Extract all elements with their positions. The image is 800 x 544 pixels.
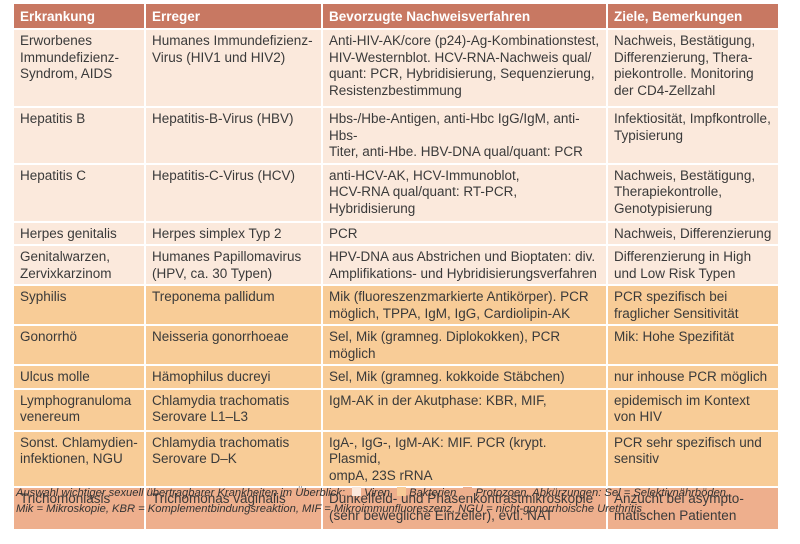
cell-pathogen: Trichomonas vaginalis <box>145 486 323 529</box>
header-notes: Ziele, Bemerkungen <box>607 4 778 29</box>
cell-disease: Hepatitis B <box>14 106 146 164</box>
cell-pathogen: Hepatitis-B-Virus (HBV) <box>145 106 323 164</box>
cell-pathogen: Neisseria gonorrhoeae <box>145 324 323 365</box>
cell-disease: Herpes genitalis <box>14 220 146 245</box>
cell-pathogen: Chlamydia trachomatis Serovare D–K <box>145 429 323 487</box>
table-row: Hepatitis C Hepatitis-C-Virus (HCV) anti… <box>14 162 778 222</box>
table-caption: Auswahl wichtiger sexuell übertragbarer … <box>16 485 786 517</box>
cell-pathogen: Humanes Papillomavirus (HPV, ca. 30 Type… <box>145 244 323 285</box>
header-methods: Bevorzugte Nachweisverfahren <box>322 4 608 29</box>
sti-overview-table: Erkrankung Erreger Bevorzugte Nachweisve… <box>14 4 778 529</box>
cell-methods: anti-HCV-AK, HCV-Immunoblot, HCV-RNA qua… <box>322 162 608 222</box>
cell-methods: Anti-HIV-AK/core (p24)-Ag-Kombinationste… <box>322 28 608 107</box>
caption-intro: Auswahl wichtiger sexuell übertragbarer … <box>16 487 345 499</box>
cell-disease: Gonorrhö <box>14 324 146 365</box>
cell-notes: Nachweis, Bestätigung, Differenzierung, … <box>607 28 778 107</box>
table-row: Trichomoniasis Trichomonas vaginalis Dun… <box>14 486 778 529</box>
legend-label-bacteria: Bakterien <box>409 487 457 499</box>
cell-notes: Mik: Hohe Spezifität <box>607 324 778 365</box>
legend-label-viruses: Viren <box>364 487 390 499</box>
cell-methods: Sel, Mik (gramneg. kokkoide Stäbchen) <box>322 364 608 389</box>
cell-disease: Ulcus molle <box>14 364 146 389</box>
cell-pathogen: Humanes Immundefizienz- Virus (HIV1 und … <box>145 28 323 107</box>
cell-methods: HPV-DNA aus Abstrichen und Bioptaten: di… <box>322 244 608 285</box>
cell-disease: Erworbenes Immundefizienz- Syndrom, AIDS <box>14 28 146 107</box>
header-disease: Erkrankung <box>14 4 146 29</box>
cell-methods: IgM-AK in der Akutphase: KBR, MIF, <box>322 387 608 431</box>
cell-disease: Hepatitis C <box>14 162 146 222</box>
table-row: Gonorrhö Neisseria gonorrhoeae Sel, Mik … <box>14 324 778 365</box>
cell-pathogen: Hepatitis-C-Virus (HCV) <box>145 162 323 222</box>
table-row: Syphilis Treponema pallidum Mik (fluores… <box>14 284 778 325</box>
cell-notes: Anzucht bei asympto- matischen Patienten <box>607 486 778 529</box>
cell-notes: Infektiosität, Impfkontrolle, Typisierun… <box>607 106 778 164</box>
table-row: Lymphogranuloma venereum Chlamydia trach… <box>14 387 778 431</box>
cell-disease: Lymphogranuloma venereum <box>14 387 146 431</box>
cell-disease: Sonst. Chlamydien- infektionen, NGU <box>14 429 146 487</box>
cell-methods: Mik (fluoreszenzmarkierte Antikörper). P… <box>322 284 608 325</box>
cell-notes: Nachweis, Bestätigung, Therapiekontrolle… <box>607 162 778 222</box>
caption-abbreviations: Abkürzungen: Sel = Selektivnährböden, <box>532 487 730 499</box>
legend-swatch-bacteria <box>397 487 407 496</box>
cell-notes: nur inhouse PCR möglich <box>607 364 778 389</box>
cell-disease: Trichomoniasis <box>14 486 146 529</box>
cell-notes: Nachweis, Differenzierung <box>607 220 778 245</box>
header-pathogen: Erreger <box>145 4 323 29</box>
cell-disease: Genitalwarzen, Zervixkarzinom <box>14 244 146 285</box>
cell-pathogen: Hämophilus ducreyi <box>145 364 323 389</box>
legend-swatch-viruses <box>352 487 362 496</box>
cell-notes: PCR spezifisch bei fraglicher Sensitivit… <box>607 284 778 325</box>
table-row: Ulcus molle Hämophilus ducreyi Sel, Mik … <box>14 364 778 389</box>
header-row: Erkrankung Erreger Bevorzugte Nachweisve… <box>14 4 778 29</box>
table-row: Genitalwarzen, Zervixkarzinom Humanes Pa… <box>14 244 778 285</box>
cell-notes: PCR sehr spezifisch und sensitiv <box>607 429 778 487</box>
caption-line2: Mik = Mikroskopie, KBR = Komplementbindu… <box>16 503 642 515</box>
cell-pathogen: Chlamydia trachomatis Serovare L1–L3 <box>145 387 323 431</box>
cell-notes: epidemisch im Kontext von HIV <box>607 387 778 431</box>
cell-notes: Differenzierung in High und Low Risk Typ… <box>607 244 778 285</box>
table-row: Sonst. Chlamydien- infektionen, NGU Chla… <box>14 429 778 487</box>
legend-label-protozoa: Protozoen. <box>475 487 530 499</box>
cell-methods: PCR <box>322 220 608 245</box>
cell-methods: Hbs-/Hbe-Antigen, anti-Hbc IgG/IgM, anti… <box>322 106 608 164</box>
cell-methods: IgA-, IgG-, IgM-AK: MIF. PCR (krypt. Pla… <box>322 429 608 487</box>
table-row: Hepatitis B Hepatitis-B-Virus (HBV) Hbs-… <box>14 106 778 164</box>
cell-pathogen: Herpes simplex Typ 2 <box>145 220 323 245</box>
cell-methods: Sel, Mik (gramneg. Diplokokken), PCR mög… <box>322 324 608 365</box>
table-row: Erworbenes Immundefizienz- Syndrom, AIDS… <box>14 28 778 107</box>
cell-pathogen: Treponema pallidum <box>145 284 323 325</box>
cell-disease: Syphilis <box>14 284 146 325</box>
legend-swatch-protozoa <box>463 487 473 496</box>
table-row: Herpes genitalis Herpes simplex Typ 2 PC… <box>14 220 778 245</box>
